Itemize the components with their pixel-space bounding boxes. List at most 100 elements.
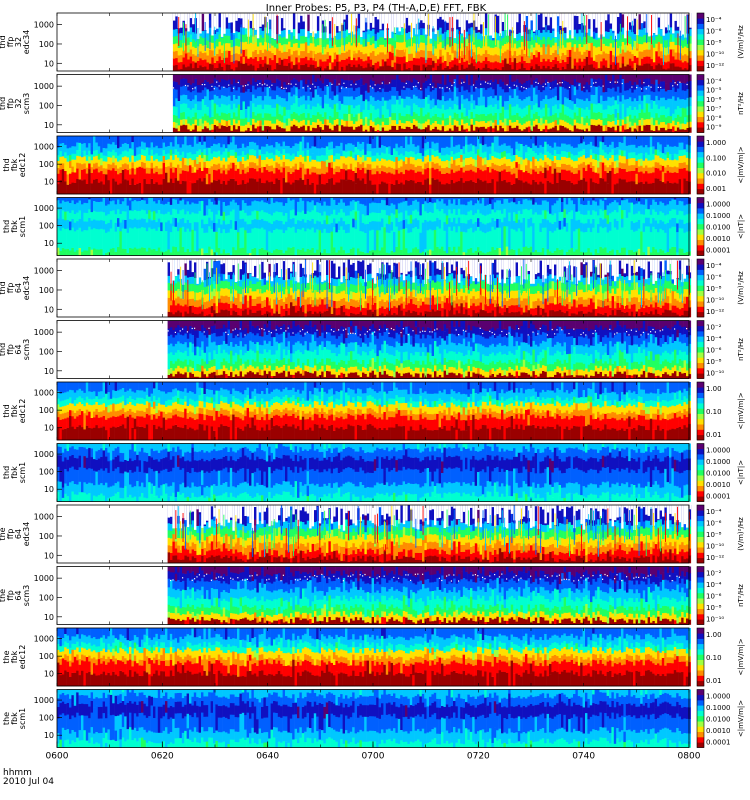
spectrogram-cell: [461, 65, 464, 72]
spectrogram-cell: [195, 119, 198, 125]
spectrogram-cell: [658, 124, 661, 130]
spectrogram-cell: [588, 125, 591, 131]
spectrogram-cell: [79, 156, 82, 163]
spectrogram-cell: [562, 96, 565, 105]
spectrogram-cell: [483, 80, 486, 88]
spectrogram-cell: [327, 86, 330, 95]
spectrogram-cell: [173, 75, 176, 82]
spectrogram-cell: [431, 136, 434, 142]
spectrogram-cell: [204, 59, 207, 66]
spectrogram-cell: [581, 108, 584, 117]
spectrogram-cell: [519, 99, 522, 108]
spectrogram-cell: [547, 59, 550, 66]
spectrogram-cell: [298, 81, 301, 89]
spectrogram-cell: [453, 160, 456, 167]
spectrogram-cell: [136, 136, 139, 147]
spectrogram-cell: [615, 13, 618, 39]
spectrogram-cell: [463, 116, 466, 123]
spectrogram-cell: [178, 75, 181, 85]
spectrogram-cell: [311, 136, 314, 146]
spectrogram-cell: [591, 57, 594, 64]
spectrogram-cell: [269, 114, 272, 121]
spectrogram-cell: [357, 142, 360, 150]
spectrogram-cell: [430, 109, 433, 118]
spectrogram-cell: [238, 54, 241, 61]
spectrogram-cell: [264, 79, 267, 87]
spectrogram-cell: [535, 64, 538, 71]
spectrogram-cell: [641, 109, 644, 118]
spectrogram-cell: [480, 13, 483, 24]
spectrogram-cell: [350, 180, 353, 195]
spectrogram-cell: [377, 100, 380, 109]
spectrogram-cell: [538, 52, 541, 59]
spectrogram-cell: [91, 160, 94, 167]
spectrogram-cell: [658, 100, 661, 109]
spectrogram-cell: [271, 99, 274, 108]
spectrogram-cell: [425, 88, 428, 97]
spectrogram-cell: [233, 75, 236, 79]
spectrogram-cell: [624, 75, 627, 84]
spectrogram-cell: [303, 51, 306, 58]
spectrogram-cell: [263, 136, 266, 147]
spectrogram-cell: [319, 75, 322, 81]
spectrogram-cell: [475, 127, 478, 133]
spectrogram-cell: [607, 80, 610, 88]
spectrogram-cell: [209, 63, 212, 71]
spectrogram-cell: [134, 168, 137, 174]
spectrogram-cell: [540, 47, 543, 55]
spectrogram-cell: [663, 115, 666, 122]
spectrogram-cell: [341, 125, 344, 133]
spectrogram-cell: [316, 168, 319, 174]
spectrogram-cell: [451, 151, 454, 157]
spectrogram-cell: [334, 24, 335, 53]
spectrogram-cell: [564, 127, 567, 133]
spectrogram-cell: [684, 91, 687, 100]
spectrogram-cell: [180, 47, 183, 55]
spectrogram-cell: [643, 50, 646, 57]
spectrogram-cell: [276, 86, 279, 95]
spectrogram-cell: [180, 113, 183, 120]
spectrogram-cell: [334, 87, 337, 96]
spectrogram-cell: [456, 88, 459, 97]
spectrogram-cell: [555, 120, 558, 126]
spectrogram-cell: [466, 31, 469, 38]
spectrogram-cell: [264, 87, 267, 96]
colorbar-segment: [697, 45, 704, 51]
spectrogram-cell: [190, 13, 193, 18]
spectrogram-cell: [285, 159, 288, 166]
spectrogram-cell: [387, 118, 390, 125]
spectrogram-cell: [591, 112, 594, 119]
spectrogram-cell: [281, 106, 284, 115]
spectrogram-cell: [675, 13, 678, 21]
spectrogram-cell: [388, 154, 391, 160]
spectrogram-cell: [483, 127, 486, 133]
spectrogram-cell: [307, 45, 310, 53]
spectrogram-cell: [237, 136, 240, 148]
spectrogram-cell: [442, 105, 445, 114]
spectrogram-cell: [76, 150, 79, 156]
spectrogram-cell: [129, 174, 132, 185]
spectrogram-cell: [629, 81, 632, 89]
spectrogram-cell: [417, 166, 420, 172]
spectrogram-cell: [600, 61, 603, 68]
spectrogram-cell: [343, 120, 346, 126]
spectrogram-cell: [151, 168, 154, 179]
spectrogram-cell: [603, 58, 606, 65]
spectrogram-cell: [665, 48, 668, 56]
spectrogram-cell: [576, 33, 579, 40]
spectrogram-cell: [143, 168, 146, 179]
spectrogram-cell: [634, 56, 637, 63]
spectrogram-cell: [314, 167, 317, 173]
spectrogram-cell: [180, 13, 183, 28]
spectrogram-cell: [155, 166, 158, 172]
spectrogram-cell: [505, 14, 506, 43]
spectrogram-cell: [651, 15, 652, 44]
spectrogram-cell: [69, 136, 72, 148]
spectrogram-cell: [574, 79, 577, 87]
spectrogram-cell: [355, 84, 356, 85]
spectrogram-cell: [495, 61, 498, 68]
spectrogram-cell: [526, 97, 529, 106]
spectrogram-cell: [411, 123, 414, 129]
spectrogram-cell: [178, 17, 179, 46]
spectrogram-cell: [387, 100, 390, 109]
